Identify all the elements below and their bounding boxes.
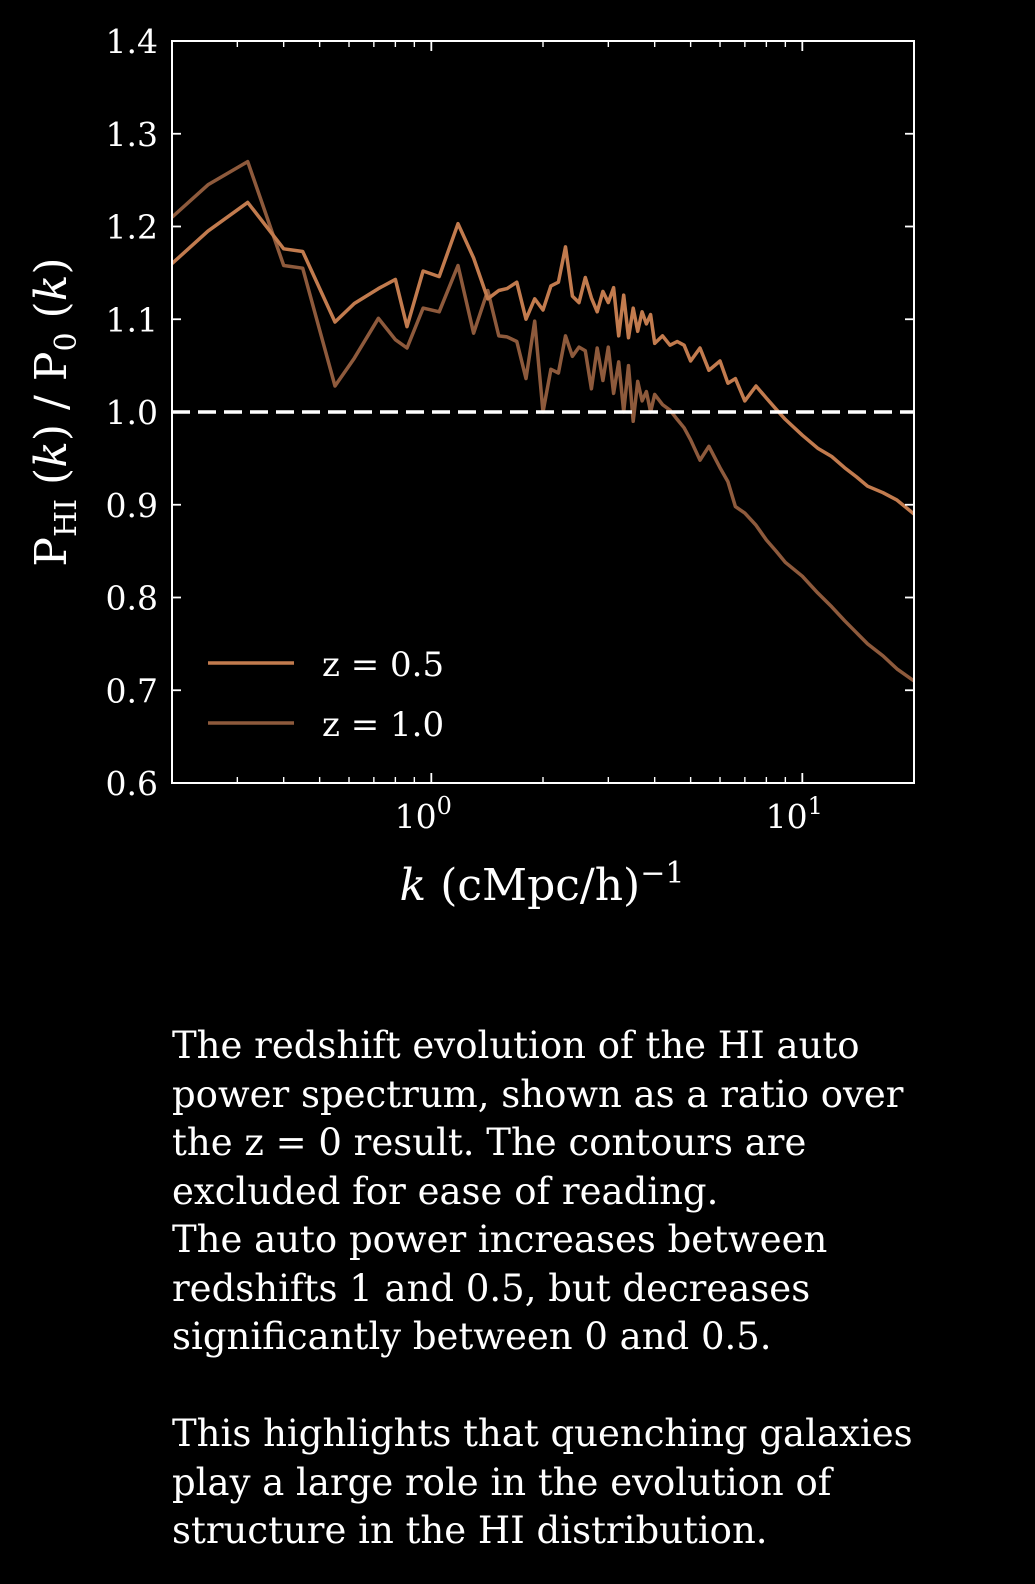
y-tick-label: 1.1 [106, 300, 158, 339]
series-line-z05 [172, 200, 914, 516]
y-tick-label: 0.7 [106, 671, 158, 710]
x-axis-label-exp: −1 [640, 856, 684, 891]
y-axis-label: PHI (k) / P0 (k) [26, 257, 84, 566]
caption-line: play a large role in the evolution of [172, 1460, 832, 1504]
y-tick-label: 0.9 [106, 486, 158, 525]
caption-line: structure in the HI distribution. [172, 1509, 768, 1552]
y-tick-label: 1.3 [106, 115, 158, 154]
y-axis: 0.6 0.7 0.8 0.9 1.0 1.1 1.2 1.3 1.4 [106, 22, 914, 803]
y-axis-label-var1: k [26, 441, 77, 468]
caption-spacer [172, 1362, 1022, 1411]
y-axis-label-var2: k [26, 275, 77, 302]
y-tick-label: 0.8 [106, 579, 158, 618]
caption-line: redshifts 1 and 0.5, but decreases [172, 1266, 811, 1310]
y-axis-label-open2: ( [26, 301, 77, 332]
caption-line: power spectrum, shown as a ratio over [172, 1072, 904, 1116]
caption-line: The auto power increases between [172, 1218, 828, 1261]
y-axis-label-close1: ) / P [26, 352, 77, 442]
y-axis-label-open1: ( [26, 468, 77, 499]
x-tick-label: 100 [395, 792, 452, 836]
figure-caption: The redshift evolution of the HI auto po… [172, 1022, 1022, 1556]
y-tick-label: 0.6 [106, 764, 158, 803]
caption-line: significantly between 0 and 0.5. [172, 1315, 772, 1358]
legend-label-z10: z = 1.0 [322, 705, 444, 745]
power-spectrum-ratio-chart: 0.6 0.7 0.8 0.9 1.0 1.1 1.2 1.3 1.4 100 101 z = 0… [26, 22, 915, 911]
y-axis-label-close2: ) [26, 257, 77, 274]
y-axis-label-sub1: HI [49, 499, 84, 537]
caption-line: The redshift evolution of the HI auto [172, 1024, 860, 1067]
x-axis-label-unit: (cMpc/h) [426, 860, 640, 911]
series-line-z10 [172, 159, 914, 683]
x-axis-label-var: k [400, 860, 427, 911]
caption-line: the z = 0 result. The contours are [172, 1121, 807, 1164]
caption-line: This highlights that quenching galaxies [172, 1412, 913, 1455]
y-axis-label-sub2: 0 [49, 332, 84, 351]
y-axis-label-p1: P [26, 537, 77, 567]
y-tick-label: 1.4 [106, 22, 158, 61]
y-tick-label: 1.0 [106, 393, 158, 432]
caption-line: excluded for ease of reading. [172, 1169, 719, 1213]
plot-area [171, 40, 915, 784]
x-axis: 100 101 [236, 41, 823, 836]
x-tick-label: 101 [766, 792, 823, 836]
legend-label-z05: z = 0.5 [322, 645, 444, 685]
x-axis-label: k (cMpc/h)−1 [400, 856, 685, 911]
y-tick-label: 1.2 [106, 208, 158, 247]
legend: z = 0.5 z = 1.0 [208, 645, 444, 745]
